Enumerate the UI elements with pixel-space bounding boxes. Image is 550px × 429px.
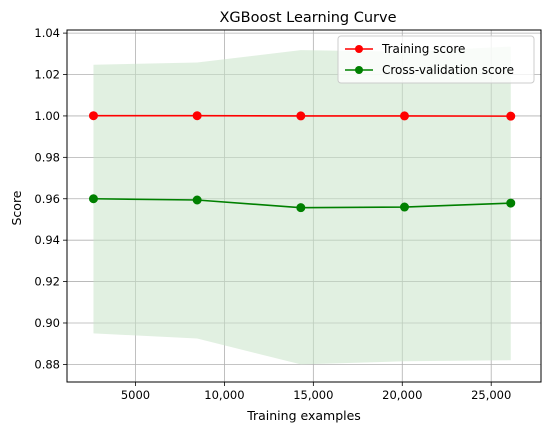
x-axis-label: Training examples: [246, 408, 361, 423]
series-0-point: [399, 111, 409, 121]
legend-box: [337, 35, 535, 84]
series-1-point: [88, 194, 98, 204]
x-tick-label: 10,000: [204, 388, 244, 402]
axes-frame: [66, 29, 542, 383]
y-tick-label: 0.90: [34, 316, 60, 330]
y-tick-label: 1.04: [34, 26, 60, 40]
series-0-point: [506, 111, 516, 121]
legend-swatch-marker: [355, 45, 363, 53]
series-1-point: [399, 202, 409, 212]
x-tick-label: 5000: [121, 388, 150, 402]
series-0-point: [88, 111, 98, 121]
plot-area: 5000 10,000 15,000 20,000 25,000 0.88 0.90 0.92…: [34, 26, 542, 402]
series-0-point: [192, 111, 202, 121]
y-tick-label: 0.98: [34, 150, 60, 164]
y-tick-label: 0.96: [34, 192, 60, 206]
series-1-point: [192, 195, 202, 205]
chart-title: XGBoost Learning Curve: [219, 10, 396, 26]
y-tick-label: 1.02: [34, 68, 60, 82]
y-axis-label: Score: [9, 190, 24, 225]
series-1-point: [296, 203, 306, 213]
y-tick-label: 0.92: [34, 275, 60, 289]
series-1-point: [506, 198, 516, 208]
series-0-point: [296, 111, 306, 121]
y-tick-label: 0.88: [34, 357, 60, 371]
x-tick-label: 25,000: [471, 388, 511, 402]
legend-label: Cross-validation score: [382, 63, 514, 77]
legend-label: Training score: [381, 42, 465, 56]
legend-swatch-marker: [355, 66, 363, 74]
y-tick-label: 1.00: [34, 109, 60, 123]
x-tick-label: 15,000: [293, 388, 333, 402]
y-tick-label: 0.94: [34, 233, 60, 247]
x-tick-label: 20,000: [382, 388, 422, 402]
